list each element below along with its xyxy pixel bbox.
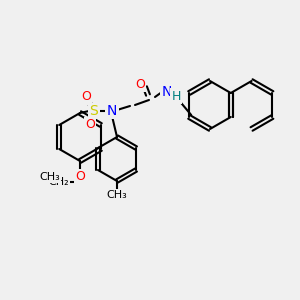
Text: S: S — [90, 104, 98, 118]
Text: N: N — [107, 104, 117, 118]
Text: H: H — [171, 89, 181, 103]
Text: O: O — [81, 91, 91, 103]
Text: O: O — [135, 77, 145, 91]
Text: CH₃: CH₃ — [40, 172, 60, 182]
Text: N: N — [162, 85, 172, 99]
Text: O: O — [75, 170, 85, 184]
Text: CH₂: CH₂ — [49, 177, 69, 187]
Text: CH₃: CH₃ — [106, 190, 128, 200]
Text: O: O — [85, 118, 95, 131]
